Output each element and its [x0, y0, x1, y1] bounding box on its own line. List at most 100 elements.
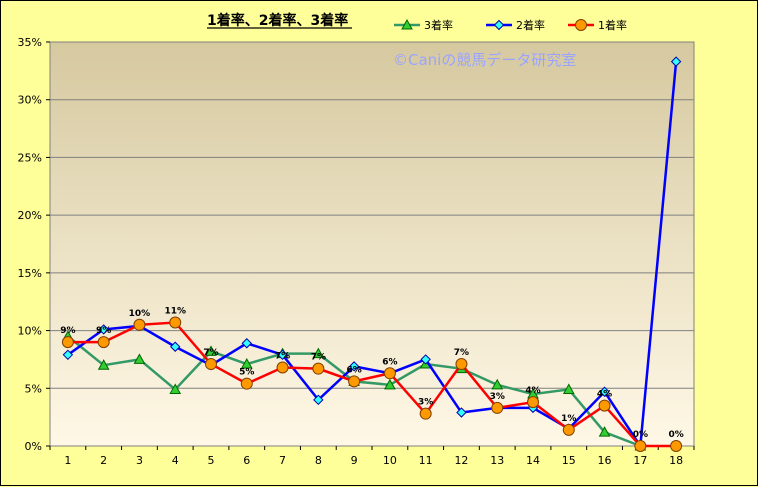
x-tick-label: 13	[490, 454, 504, 467]
watermark-text: ©Caniの競馬データ研究室	[393, 51, 576, 69]
second-place-rate-line	[67, 61, 678, 450]
data-label: 11%	[164, 306, 186, 316]
win-rate-point	[240, 377, 253, 390]
y-axis: 0% 5% 10% 15% 20% 25% 30% 35%	[18, 36, 50, 453]
second-place-rate-point	[670, 56, 682, 67]
second-place-rate-point	[420, 354, 431, 365]
second-place-rate-point	[599, 386, 610, 397]
win-rate-point	[312, 362, 325, 375]
legend: 3着率 2着率 1着率	[394, 18, 627, 32]
second-place-rate-point	[62, 349, 74, 361]
third-place-rate-point	[205, 345, 217, 356]
data-label: 0%	[633, 430, 648, 440]
chart-title: 1着率、2着率、3着率	[207, 12, 348, 29]
x-tick-label: 2	[100, 454, 107, 467]
x-tick-label: 15	[562, 454, 576, 467]
third-place-rate-point	[169, 383, 182, 394]
win-rate-point	[383, 367, 396, 380]
win-rate-point	[419, 407, 432, 420]
win-rate-point	[491, 401, 504, 414]
win-rate-point	[276, 361, 289, 374]
x-tick-label: 14	[526, 454, 540, 467]
x-tick-label: 4	[172, 454, 179, 467]
series-lines	[61, 56, 683, 452]
win-rate-point	[455, 358, 468, 371]
x-tick-label: 6	[243, 454, 250, 467]
third-place-rate-point	[384, 378, 396, 390]
data-label: 10%	[129, 309, 151, 319]
second-place-rate-point	[348, 361, 360, 372]
y-tick-label: 30%	[18, 94, 42, 107]
x-tick-label: 7	[279, 454, 286, 467]
data-label: 7%	[275, 352, 290, 362]
second-place-rate-point	[456, 407, 467, 418]
y-tick-label: 10%	[18, 325, 42, 338]
x-tick-label: 5	[208, 454, 215, 467]
legend-marker	[575, 19, 587, 31]
series-win-rate	[61, 316, 683, 452]
data-label: 5%	[239, 368, 254, 378]
legend-label: 3着率	[424, 18, 453, 32]
win-rate-point	[670, 440, 683, 452]
x-tick-label: 17	[633, 454, 647, 467]
data-label: 7%	[203, 348, 218, 358]
x-tick-label: 9	[351, 454, 358, 467]
data-label: 6%	[346, 365, 361, 375]
data-label: 3%	[490, 392, 505, 402]
third-place-rate-point	[133, 353, 146, 364]
second-place-rate-point	[313, 394, 324, 406]
win-rate-point	[61, 336, 74, 349]
y-tick-label: 5%	[25, 382, 42, 395]
legend-marker	[493, 19, 505, 31]
data-label: 7%	[311, 353, 326, 363]
win-rate-point	[348, 375, 361, 388]
legend-marker	[401, 18, 413, 30]
second-place-rate-point	[277, 349, 288, 361]
data-label: 9%	[60, 326, 75, 336]
third-place-rate-point	[491, 378, 504, 390]
win-rate-point	[598, 399, 611, 412]
data-label: 7%	[454, 348, 469, 358]
x-tick-label: 18	[669, 454, 683, 467]
win-rate-point	[97, 336, 110, 349]
second-place-rate-point	[170, 341, 181, 352]
legend-label: 2着率	[516, 18, 545, 32]
data-label: 4%	[525, 386, 540, 396]
y-tick-label: 35%	[18, 36, 42, 49]
y-tick-label: 15%	[18, 267, 42, 280]
y-tick-label: 25%	[18, 151, 42, 164]
data-label: 9%	[96, 326, 111, 336]
win-rate-point	[133, 318, 146, 331]
data-label: 3%	[418, 398, 433, 408]
x-axis: 1 2 3 4 5 6 7 8 9 10 11 12 13 14 15 16 17 18	[49, 446, 695, 467]
x-tick-label: 10	[383, 454, 397, 467]
x-tick-label: 11	[419, 454, 433, 467]
third-place-rate-point	[598, 426, 611, 437]
data-label: 4%	[597, 390, 612, 400]
win-rate-point	[527, 396, 539, 409]
second-place-rate-point	[241, 338, 252, 349]
gridlines	[50, 99, 694, 389]
win-rate-point	[205, 358, 217, 371]
x-tick-label: 3	[136, 454, 143, 467]
third-place-rate-point	[312, 347, 325, 359]
win-rate-point	[634, 440, 647, 452]
data-label: 0%	[668, 430, 683, 440]
y-tick-label: 20%	[18, 209, 42, 222]
data-label: 1%	[561, 414, 576, 424]
x-tick-label: 16	[598, 454, 612, 467]
third-place-rate-point	[562, 383, 575, 394]
second-place-rate-point	[98, 324, 109, 335]
win-rate-point	[562, 423, 575, 436]
x-tick-label: 1	[64, 454, 71, 467]
plot-area	[49, 41, 695, 447]
legend-label: 1着率	[598, 18, 627, 32]
win-rate-point	[169, 316, 182, 329]
y-tick-label: 0%	[25, 440, 42, 453]
third-place-rate-point	[97, 359, 110, 370]
x-tick-label: 12	[454, 454, 468, 467]
data-label: 6%	[382, 357, 397, 367]
third-place-rate-point	[240, 358, 253, 369]
data-labels: 9% 9% 10% 11% 7% 5% 7% 7% 6% 6% 3% 7% 3% 4% 1% 4% 0% 0%	[60, 306, 684, 440]
